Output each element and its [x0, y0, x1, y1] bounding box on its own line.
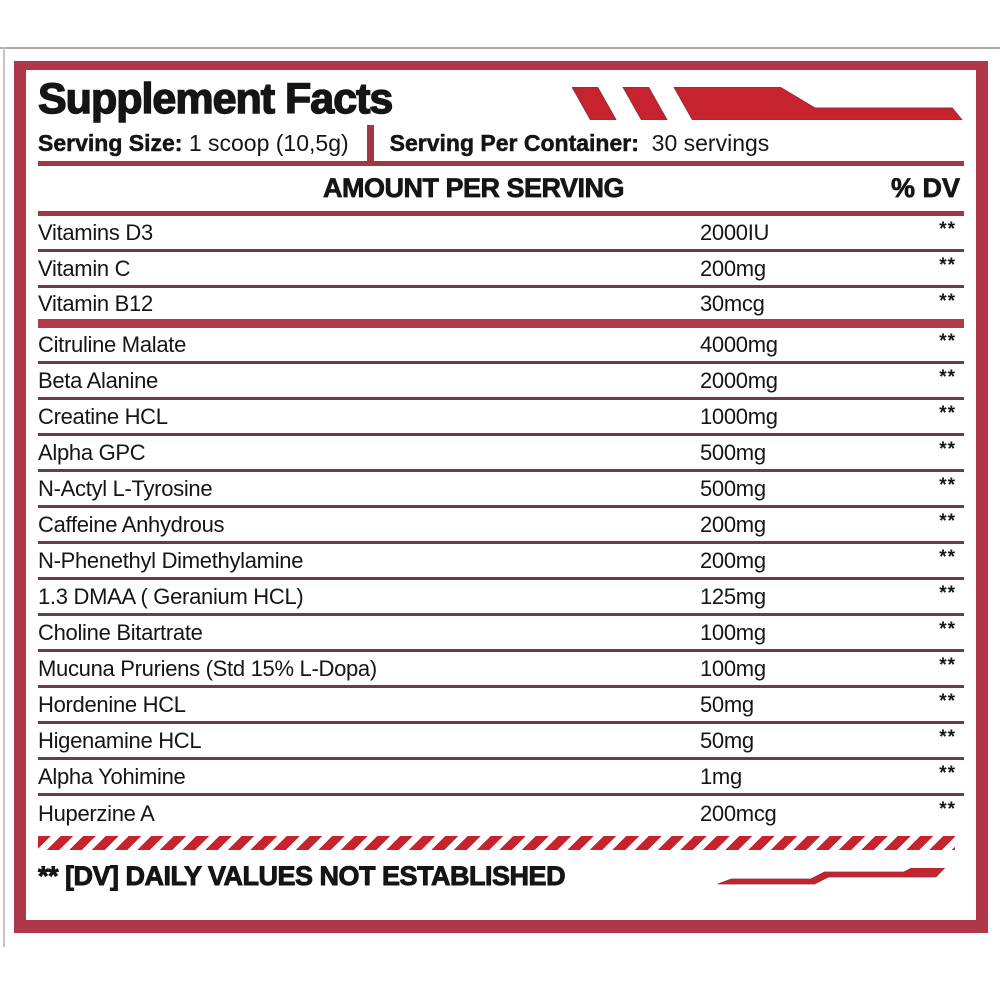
dv-header: % DV [890, 173, 961, 204]
ingredient-dv: ** [939, 331, 956, 352]
ingredient-amount: 100mg [700, 655, 766, 681]
table-row: Beta Alanine 2000mg ** [38, 364, 964, 400]
table-row: Mucuna Pruriens (Std 15% L-Dopa) 100mg *… [38, 652, 964, 688]
ingredient-dv: ** [939, 291, 956, 312]
serving-size-label: Serving Size: [38, 129, 183, 156]
servings-per-container: Serving Per Container: 30 servings [389, 125, 770, 161]
horizontal-rule-header [38, 211, 964, 216]
ingredient-dv: ** [939, 367, 956, 388]
ingredient-name: Hordenine HCL [38, 691, 186, 717]
ingredient-amount: 200mcg [700, 801, 777, 826]
ingredient-amount: 50mg [700, 727, 754, 753]
ingredient-name: Alpha Yohimine [38, 763, 186, 789]
ingredient-name: Choline Bitartrate [38, 619, 203, 645]
table-row: Huperzine A 200mcg ** [38, 796, 964, 832]
ingredient-name: Vitamin C [38, 255, 131, 281]
ingredient-amount: 30mcg [700, 290, 765, 316]
table-row: Vitamin C 200mg ** [38, 252, 964, 288]
ingredient-amount: 500mg [700, 439, 766, 465]
ingredient-amount: 200mg [700, 255, 766, 281]
facts-rows: Vitamins D3 2000IU ** Vitamin C 200mg **… [38, 216, 964, 832]
title-row: Supplement Facts [37, 74, 964, 124]
ingredient-amount: 2000IU [700, 219, 770, 245]
ingredient-dv: ** [939, 727, 956, 748]
ingredient-dv: ** [939, 583, 956, 604]
ingredient-dv: ** [939, 619, 956, 640]
supplement-facts-label: Supplement Facts Serving Size: 1 scoop (… [14, 61, 988, 933]
ingredient-name: Caffeine Anhydrous [38, 511, 225, 537]
amount-per-serving-header: AMOUNT PER SERVING [323, 173, 625, 204]
ingredient-amount: 4000mg [700, 331, 778, 357]
ingredient-dv: ** [939, 547, 956, 568]
ingredient-name: Vitamins D3 [38, 219, 153, 245]
ingredient-name: N-Actyl L-Tyrosine [38, 475, 213, 501]
ingredient-name: Creatine HCL [38, 403, 168, 429]
ingredient-amount: 2000mg [700, 367, 778, 393]
table-row: Caffeine Anhydrous 200mg ** [38, 508, 964, 544]
ingredient-name: Huperzine A [38, 801, 155, 826]
table-row: 1.3 DMAA ( Geranium HCL) 125mg ** [38, 580, 964, 616]
servings-per-container-label: Serving Per Container: [389, 129, 639, 156]
table-row: Vitamins D3 2000IU ** [38, 216, 964, 252]
serving-size: Serving Size: 1 scoop (10,5g) [38, 125, 349, 161]
ingredient-dv: ** [939, 219, 956, 240]
ingredient-amount: 1mg [700, 763, 742, 789]
table-row: N-Phenethyl Dimethylamine 200mg ** [38, 544, 964, 580]
servings-per-container-value: 30 servings [638, 129, 770, 156]
table-row: Citruline Malate 4000mg ** [38, 328, 964, 364]
serving-info-row: Serving Size: 1 scoop (10,5g) Serving Pe… [38, 125, 964, 161]
header-ribbon-graphic [572, 87, 963, 120]
ingredient-amount: 200mg [700, 511, 766, 537]
table-row: Vitamin B12 30mcg ** [38, 288, 964, 328]
ingredient-dv: ** [939, 799, 956, 820]
ingredient-name: Mucuna Pruriens (Std 15% L-Dopa) [38, 655, 377, 681]
ingredient-amount: 1000mg [700, 403, 778, 429]
table-row: Hordenine HCL 50mg ** [38, 688, 964, 724]
ingredient-name: N-Phenethyl Dimethylamine [38, 547, 304, 573]
serving-divider [366, 125, 374, 161]
ingredient-amount: 50mg [700, 691, 754, 717]
footnote: ** [DV] DAILY VALUES NOT ESTABLISHED [38, 861, 566, 892]
table-row: Alpha GPC 500mg ** [38, 436, 964, 472]
ingredient-dv: ** [939, 763, 956, 784]
ingredient-amount: 500mg [700, 475, 766, 501]
ingredient-dv: ** [939, 439, 956, 460]
ingredient-dv: ** [939, 655, 956, 676]
ingredient-name: Alpha GPC [38, 439, 146, 465]
horizontal-rule-top [38, 161, 964, 166]
ingredient-dv: ** [939, 403, 956, 424]
table-row: N-Actyl L-Tyrosine 500mg ** [38, 472, 964, 508]
serving-size-value: 1 scoop (10,5g) [182, 129, 349, 156]
ingredient-name: Beta Alanine [38, 367, 158, 393]
ingredient-dv: ** [939, 511, 956, 532]
ingredient-name: Higenamine HCL [38, 727, 202, 753]
table-row: Creatine HCL 1000mg ** [38, 400, 964, 436]
table-row: Alpha Yohimine 1mg ** [38, 760, 964, 796]
hazard-stripes-graphic [38, 836, 955, 850]
table-row: Higenamine HCL 50mg ** [38, 724, 964, 760]
page-title: Supplement Facts [37, 74, 394, 123]
footer-ribbon-graphic [717, 868, 946, 885]
ingredient-name: 1.3 DMAA ( Geranium HCL) [38, 583, 304, 609]
ingredient-name: Citruline Malate [38, 331, 187, 357]
photo-edge-line [0, 47, 1000, 49]
ingredient-dv: ** [939, 255, 956, 276]
ingredient-dv: ** [939, 691, 956, 712]
footer-row: ** [DV] DAILY VALUES NOT ESTABLISHED [38, 861, 964, 892]
ingredient-amount: 200mg [700, 547, 766, 573]
facts-table-header: AMOUNT PER SERVING % DV [38, 166, 964, 211]
table-row: Choline Bitartrate 100mg ** [38, 616, 964, 652]
ingredient-amount: 125mg [700, 583, 766, 609]
ingredient-dv: ** [939, 475, 956, 496]
ingredient-amount: 100mg [700, 619, 766, 645]
photo-edge-line-vertical [3, 47, 5, 947]
ingredient-name: Vitamin B12 [38, 290, 153, 316]
